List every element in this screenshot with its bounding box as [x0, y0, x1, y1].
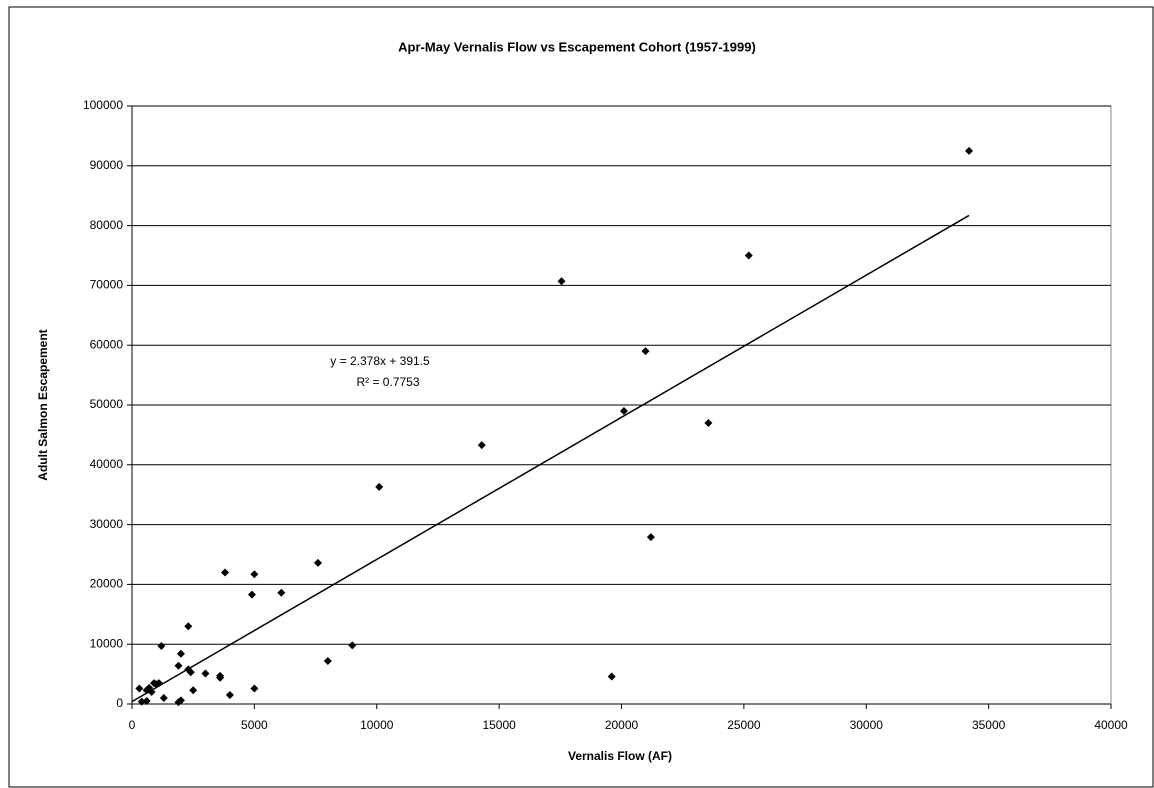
point	[744, 251, 753, 260]
point	[142, 697, 151, 706]
point	[323, 656, 332, 665]
point	[157, 641, 166, 650]
y-tick-label: 30000	[90, 517, 124, 531]
point	[137, 697, 146, 706]
y-tick-label: 40000	[90, 457, 124, 471]
point	[250, 684, 259, 693]
point	[186, 668, 195, 677]
x-tick-label: 10000	[360, 718, 394, 732]
point	[174, 698, 183, 707]
point	[314, 558, 323, 567]
point	[557, 277, 566, 286]
x-tick-label: 0	[129, 718, 136, 732]
x-tick-label: 5000	[241, 718, 268, 732]
y-tick-label: 60000	[90, 337, 124, 351]
point	[189, 686, 198, 695]
y-tick-label: 20000	[90, 577, 124, 591]
point	[277, 588, 286, 597]
point	[965, 146, 974, 155]
point	[348, 641, 357, 650]
point	[216, 671, 225, 680]
point	[154, 679, 163, 688]
y-tick-label: 80000	[90, 218, 124, 232]
y-tick-label: 50000	[90, 397, 124, 411]
y-tick-label: 100000	[83, 98, 123, 112]
y-tick-label: 10000	[90, 636, 124, 650]
x-tick-label: 20000	[605, 718, 639, 732]
point	[477, 441, 486, 450]
point	[184, 622, 193, 631]
x-tick-label: 30000	[850, 718, 884, 732]
point	[247, 590, 256, 599]
x-tick-label: 15000	[482, 718, 516, 732]
y-tick-label: 90000	[90, 158, 124, 172]
point	[174, 661, 183, 670]
point	[225, 691, 234, 700]
point	[607, 672, 616, 681]
point	[159, 694, 168, 703]
y-tick-label: 0	[116, 696, 123, 710]
chart-title: Apr-May Vernalis Flow vs Escapement Coho…	[398, 39, 756, 54]
y-tick-label: 70000	[90, 278, 124, 292]
point	[375, 482, 384, 491]
point	[646, 533, 655, 542]
trendline	[131, 214, 970, 703]
equation: y = 2.378x + 391.5	[330, 354, 430, 368]
point	[150, 679, 159, 688]
x-tick-label: 40000	[1094, 718, 1128, 732]
x-tick-label: 35000	[972, 718, 1006, 732]
point	[201, 669, 210, 678]
point	[641, 347, 650, 356]
point	[704, 418, 713, 427]
r-squared: R² = 0.7753	[356, 375, 419, 389]
point	[147, 688, 156, 697]
point	[135, 684, 144, 693]
point	[619, 406, 628, 415]
x-axis-label: Vernalis Flow (AF)	[568, 749, 672, 763]
y-axis-label: Adult Salmon Escapement	[36, 329, 50, 480]
point	[250, 570, 259, 579]
point	[176, 649, 185, 658]
x-tick-label: 25000	[727, 718, 761, 732]
point	[221, 568, 230, 577]
